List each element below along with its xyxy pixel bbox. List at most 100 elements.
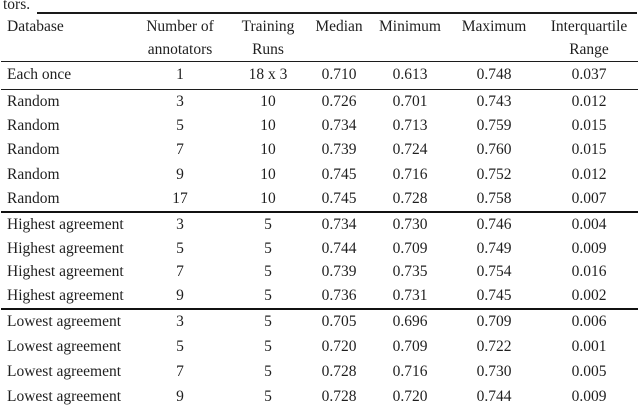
cell-annotators: 9	[130, 284, 230, 310]
table-row: Highest agreement 5 5 0.744 0.709 0.749 0.009	[1, 237, 638, 261]
cell-runs: 5	[264, 363, 272, 381]
cell-minimum: 0.716	[392, 165, 428, 183]
cell-median: 0.728	[306, 384, 372, 408]
table-row: Lowest agreement 5 5 0.720 0.709 0.722 0.001	[1, 335, 638, 360]
cell-runs: 5	[264, 313, 272, 331]
cell-maximum: 0.759	[476, 116, 512, 134]
header-row-1: Database Number of Training Median Minim…	[1, 14, 638, 39]
cell-maximum: 0.746	[476, 215, 512, 233]
cell-database: Lowest agreement	[7, 338, 122, 356]
cell-maximum: 0.754	[476, 263, 512, 281]
col-header-database: Database	[7, 17, 64, 35]
cell-median: 0.720	[321, 338, 357, 356]
cell-minimum: 0.728	[372, 186, 448, 213]
cell-median: 0.739	[321, 141, 357, 159]
cell-minimum: 0.716	[392, 363, 428, 381]
table-row: Lowest agreement 7 5 0.728 0.716 0.730 0.005	[1, 360, 638, 385]
table-row: Random 3 10 0.726 0.701 0.743 0.012	[1, 89, 638, 114]
table-row: Random 7 10 0.739 0.724 0.760 0.015	[1, 138, 638, 162]
table-header: Database Number of Training Median Minim…	[1, 14, 638, 62]
cell-database: Lowest agreement	[7, 363, 122, 381]
cell-median: 0.710	[306, 61, 372, 90]
cell-runs: 5	[264, 215, 272, 233]
cell-maximum: 0.722	[476, 338, 512, 356]
cell-minimum: 0.701	[392, 92, 428, 110]
cell-median: 0.705	[321, 313, 357, 331]
cell-annotators: 5	[176, 338, 184, 356]
group-random: Random 3 10 0.726 0.701 0.743 0.012 Random 5 10 0.…	[1, 89, 638, 213]
cell-minimum: 0.731	[372, 284, 448, 310]
cell-annotators: 9	[130, 384, 230, 408]
col-header-maximum: Maximum	[461, 17, 527, 35]
cell-iqr: 0.009	[540, 384, 638, 408]
cell-iqr: 0.009	[571, 239, 607, 257]
col-header-training-runs: Training	[241, 17, 295, 35]
col-header-database-2	[1, 39, 130, 62]
col-header-median-2	[306, 39, 372, 62]
cell-maximum: 0.744	[448, 384, 540, 408]
cell-maximum: 0.745	[448, 284, 540, 310]
cell-annotators: 3	[176, 313, 184, 331]
cell-annotators: 7	[176, 141, 184, 159]
table-row: Random 17 10 0.745 0.728 0.758 0.007	[1, 186, 638, 213]
cell-iqr: 0.037	[540, 61, 638, 90]
cell-iqr: 0.007	[540, 186, 638, 213]
col-header-annotators: Number of	[146, 17, 214, 35]
cell-maximum: 0.709	[476, 313, 512, 331]
group-lowest-agreement: Lowest agreement 3 5 0.705 0.696 0.709 0.006 Lo…	[1, 309, 638, 408]
col-header-median: Median	[315, 17, 363, 35]
cell-iqr: 0.001	[571, 338, 607, 356]
cell-annotators: 17	[130, 186, 230, 213]
cell-minimum: 0.709	[392, 239, 428, 257]
table-row: Lowest agreement 3 5 0.705 0.696 0.709 0.006	[1, 309, 638, 335]
cell-minimum: 0.730	[392, 215, 428, 233]
col-header-maximum-2	[448, 39, 540, 62]
cell-minimum: 0.724	[392, 141, 428, 159]
col-header-training-runs-2: Runs	[230, 39, 306, 62]
cell-iqr: 0.015	[571, 116, 607, 134]
table-row: Highest agreement 9 5 0.736 0.731 0.745 0.002	[1, 284, 638, 310]
cell-annotators: 1	[130, 61, 230, 90]
cell-annotators: 3	[176, 215, 184, 233]
cell-database: Highest agreement	[1, 284, 130, 310]
col-header-interquartile: Interquartile	[550, 17, 628, 35]
table-row: Highest agreement 7 5 0.739 0.735 0.754 0.016	[1, 260, 638, 284]
cell-runs: 10	[260, 141, 276, 159]
cell-annotators: 7	[176, 363, 184, 381]
cell-maximum: 0.752	[476, 165, 512, 183]
cell-database: Random	[7, 165, 60, 183]
cell-iqr: 0.012	[571, 165, 607, 183]
cell-database: Random	[7, 116, 60, 134]
cell-database: Random	[1, 186, 130, 213]
cell-database: Highest agreement	[7, 215, 124, 233]
cell-minimum: 0.613	[372, 61, 448, 90]
cell-maximum: 0.743	[476, 92, 512, 110]
cell-annotators: 3	[176, 92, 184, 110]
cell-maximum: 0.730	[476, 363, 512, 381]
cell-minimum: 0.709	[392, 338, 428, 356]
cell-median: 0.745	[321, 165, 357, 183]
table-top-rule	[37, 12, 637, 14]
cell-annotators: 5	[176, 239, 184, 257]
cell-database: Random	[7, 92, 60, 110]
table-row: Random 5 10 0.734 0.713 0.759 0.015	[1, 114, 638, 138]
cell-median: 0.745	[306, 186, 372, 213]
cell-iqr: 0.015	[571, 141, 607, 159]
cell-minimum: 0.720	[372, 384, 448, 408]
cell-maximum: 0.760	[476, 141, 512, 159]
cell-annotators: 7	[176, 263, 184, 281]
col-header-interquartile-2: Range	[540, 39, 638, 62]
results-table: Database Number of Training Median Minim…	[1, 14, 638, 408]
cell-runs: 18 x 3	[230, 61, 306, 90]
cell-database: Each once	[1, 61, 130, 90]
cell-annotators: 9	[176, 165, 184, 183]
cell-iqr: 0.002	[540, 284, 638, 310]
cell-annotators: 5	[176, 116, 184, 134]
cell-iqr: 0.006	[571, 313, 607, 331]
cell-database: Random	[7, 141, 60, 159]
cell-iqr: 0.016	[571, 263, 607, 281]
group-highest-agreement: Highest agreement 3 5 0.734 0.730 0.746 0.004 H…	[1, 212, 638, 310]
cell-median: 0.739	[321, 263, 357, 281]
cell-runs: 5	[264, 263, 272, 281]
